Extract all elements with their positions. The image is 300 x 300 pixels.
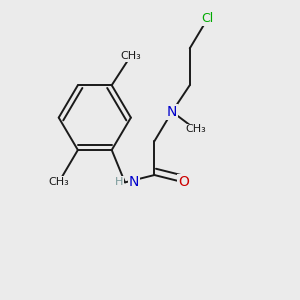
Text: CH₃: CH₃ xyxy=(185,124,206,134)
Text: N: N xyxy=(128,176,139,189)
Text: O: O xyxy=(178,176,189,189)
Text: CH₃: CH₃ xyxy=(48,177,69,188)
Text: N: N xyxy=(167,105,177,119)
Text: CH₃: CH₃ xyxy=(121,51,141,61)
Text: H: H xyxy=(115,177,124,187)
Text: Cl: Cl xyxy=(201,13,214,26)
